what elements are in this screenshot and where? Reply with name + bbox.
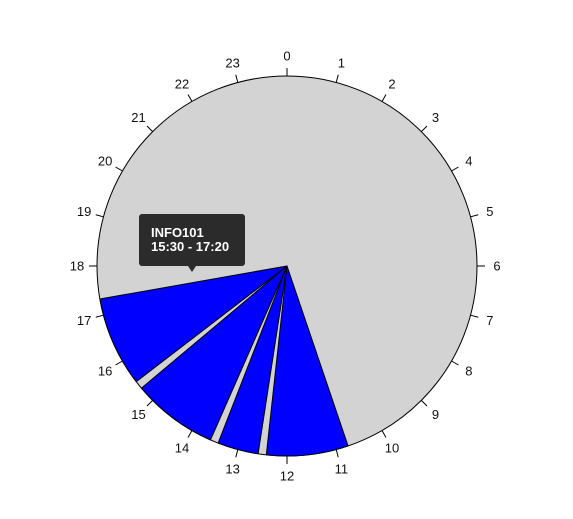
hour-label-13: 13: [225, 461, 239, 476]
hour-tick-15: [146, 399, 154, 407]
hour-label-22: 22: [175, 77, 189, 92]
hour-label-15: 15: [131, 407, 145, 422]
hour-label-12: 12: [280, 469, 294, 484]
hour-tick-13: [235, 449, 239, 458]
hour-tick-23: [235, 74, 239, 83]
session-slice-4[interactable]: [99, 265, 288, 383]
hour-tick-8: [451, 360, 459, 366]
session-slice-2[interactable]: [217, 265, 288, 455]
hour-ticks: [89, 68, 485, 464]
hour-label-7: 7: [486, 313, 493, 328]
hour-label-8: 8: [465, 364, 472, 379]
hour-label-2: 2: [388, 77, 395, 92]
hour-tick-11: [335, 449, 339, 458]
hour-label-10: 10: [385, 440, 399, 455]
hour-tick-20: [115, 166, 123, 172]
hour-tick-5: [470, 214, 479, 218]
hour-tick-7: [470, 314, 479, 318]
hour-tick-21: [146, 125, 154, 133]
session-slices: [99, 265, 349, 457]
tooltip-title: INFO101: [151, 225, 204, 240]
hour-tick-14: [187, 430, 193, 438]
hour-label-4: 4: [465, 154, 472, 169]
hour-tick-19: [95, 214, 104, 218]
hour-label-23: 23: [225, 56, 239, 71]
hour-tick-17: [95, 314, 104, 318]
hour-label-17: 17: [77, 313, 91, 328]
hour-label-11: 11: [335, 461, 349, 476]
hour-label-14: 14: [175, 440, 189, 455]
tooltip-time-range: 15:30 - 17:20: [151, 239, 230, 254]
hour-label-19: 19: [77, 204, 91, 219]
hour-label-9: 9: [432, 407, 439, 422]
hour-label-16: 16: [98, 364, 112, 379]
hour-tick-3: [420, 125, 428, 133]
session-slice-1[interactable]: [265, 265, 349, 457]
hour-tick-16: [115, 360, 123, 366]
tooltip-pointer: [188, 266, 196, 272]
hour-tick-10: [381, 430, 387, 438]
hour-label-6: 6: [493, 259, 500, 274]
hour-tick-1: [335, 74, 339, 83]
hour-tick-2: [381, 94, 387, 102]
hour-tick-4: [451, 166, 459, 172]
hour-label-5: 5: [486, 204, 493, 219]
hour-label-0: 0: [283, 49, 290, 64]
hour-label-1: 1: [338, 56, 345, 71]
session-slice-3[interactable]: [140, 265, 288, 441]
hour-label-20: 20: [98, 154, 112, 169]
hour-tick-22: [187, 94, 193, 102]
hour-label-18: 18: [70, 259, 84, 274]
hour-label-21: 21: [131, 110, 145, 125]
hour-label-3: 3: [432, 110, 439, 125]
session-tooltip: INFO101 15:30 - 17:20: [139, 214, 245, 266]
hour-tick-9: [420, 399, 428, 407]
